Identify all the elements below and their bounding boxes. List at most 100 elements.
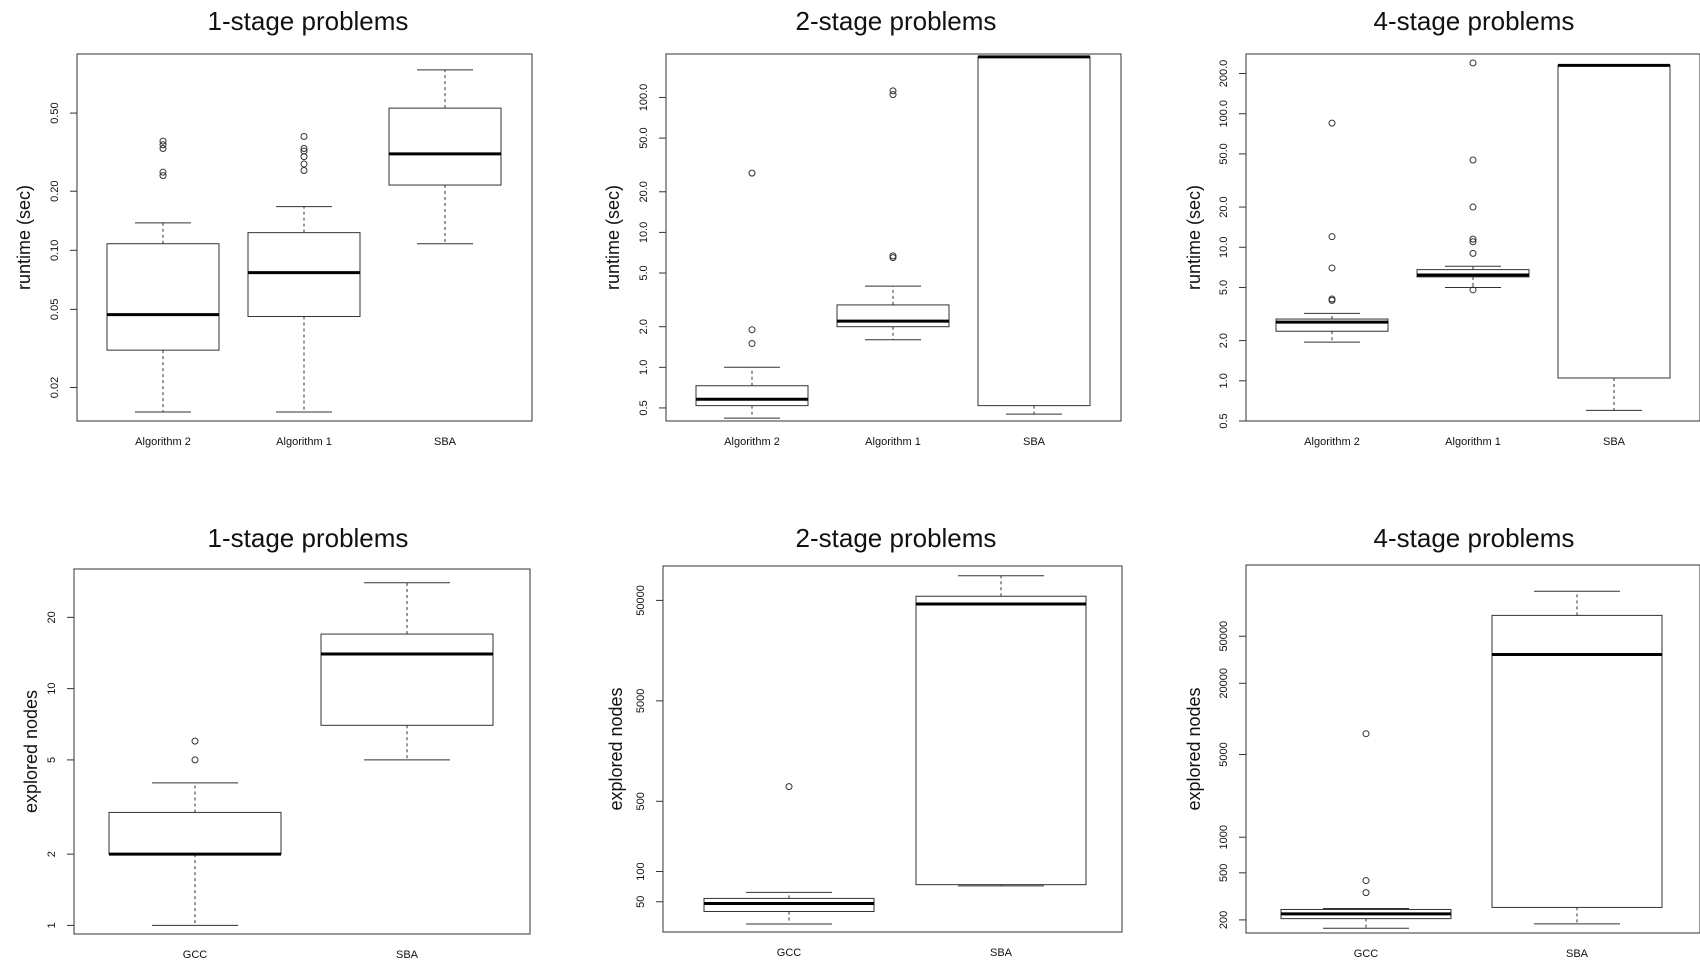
y-tick-label: 50.0 xyxy=(638,127,650,148)
outlier-point xyxy=(748,169,756,177)
y-tick-label: 20000 xyxy=(1218,668,1230,699)
x-tick-label: Algorithm 2 xyxy=(1304,436,1360,448)
y-axis-label: runtime (sec) xyxy=(1184,185,1204,290)
box-iqr xyxy=(247,232,361,317)
y-tick-label: 0.20 xyxy=(49,180,61,201)
y-tick-label: 500 xyxy=(1218,864,1230,882)
y-tick-label: 0.10 xyxy=(49,240,61,261)
panel-title: 4-stage problems xyxy=(1374,523,1575,553)
y-tick-label: 10.0 xyxy=(638,222,650,243)
y-tick-label: 100 xyxy=(635,862,647,880)
outlier-point xyxy=(159,141,167,149)
plot-frame xyxy=(73,568,531,935)
panel-title: 2-stage problems xyxy=(796,523,997,553)
outlier-point xyxy=(1469,156,1477,164)
box-algorithm-2 xyxy=(1275,119,1389,343)
y-tick-label: 50 xyxy=(635,896,647,908)
x-tick-label: SBA xyxy=(1566,948,1589,960)
box-iqr xyxy=(1491,614,1663,908)
plot-frame xyxy=(76,53,533,422)
outlier-point xyxy=(748,326,756,334)
box-iqr xyxy=(695,385,809,407)
x-tick-label: Algorithm 2 xyxy=(135,436,191,448)
box-iqr xyxy=(915,595,1087,886)
y-tick-label: 20 xyxy=(46,611,58,623)
box-algorithm-1 xyxy=(247,132,361,413)
y-tick-label: 100.0 xyxy=(638,84,650,112)
outlier-point xyxy=(300,147,308,155)
box-iqr xyxy=(108,811,282,855)
outlier-point xyxy=(1469,238,1477,246)
y-tick-label: 100.0 xyxy=(1218,100,1230,128)
panel-6: 4-stage problems explored nodes 200 500 1000… xyxy=(1184,523,1700,960)
box-iqr xyxy=(1557,64,1671,379)
plot-frame xyxy=(662,565,1123,933)
outlier-point xyxy=(1469,203,1477,211)
x-tick-label: SBA xyxy=(1603,436,1626,448)
outlier-point xyxy=(300,132,308,140)
outlier-point xyxy=(1328,233,1336,241)
outlier-point xyxy=(300,160,308,168)
panel-title: 4-stage problems xyxy=(1374,6,1575,36)
y-tick-label: 2.0 xyxy=(638,319,650,334)
y-tick-label: 5 xyxy=(46,757,58,763)
y-axis-label: explored nodes xyxy=(606,687,626,810)
outlier-point xyxy=(159,137,167,145)
x-tick-label: GCC xyxy=(1354,948,1379,960)
box-algorithm-2 xyxy=(695,169,809,419)
outlier-point xyxy=(1469,59,1477,67)
y-tick-label: 500 xyxy=(635,792,647,810)
x-tick-label: SBA xyxy=(990,947,1013,959)
outlier-point xyxy=(300,145,308,153)
x-tick-label: Algorithm 1 xyxy=(865,436,921,448)
y-tick-label: 20.0 xyxy=(638,181,650,202)
y-tick-label: 2.0 xyxy=(1218,333,1230,348)
y-tick-label: 5000 xyxy=(635,689,647,713)
y-tick-label: 0.5 xyxy=(638,400,650,415)
y-axis-label: runtime (sec) xyxy=(14,185,34,290)
y-tick-label: 20.0 xyxy=(1218,196,1230,217)
y-axis-label: runtime (sec) xyxy=(603,185,623,290)
box-algorithm-1 xyxy=(836,87,950,341)
y-axis-label: explored nodes xyxy=(1184,687,1204,810)
box-algorithm-2 xyxy=(106,137,220,413)
y-tick-label: 5000 xyxy=(1218,742,1230,766)
plot-frame xyxy=(665,53,1122,422)
box-sba xyxy=(977,55,1091,415)
y-tick-label: 200.0 xyxy=(1218,60,1230,88)
outlier-point xyxy=(1362,877,1370,885)
box-gcc xyxy=(108,737,282,926)
outlier-point xyxy=(1469,235,1477,243)
outlier-point xyxy=(748,340,756,348)
x-tick-label: Algorithm 2 xyxy=(724,436,780,448)
x-tick-label: Algorithm 1 xyxy=(1445,436,1501,448)
box-iqr xyxy=(836,304,950,328)
y-tick-label: 200 xyxy=(1218,911,1230,929)
y-tick-label: 0.02 xyxy=(49,377,61,398)
box-algorithm-1 xyxy=(1416,59,1530,294)
panel-title: 1-stage problems xyxy=(208,523,409,553)
y-tick-label: 1.0 xyxy=(638,360,650,375)
panel-4: 1-stage problems explored nodes 1 2 5 10 20 GCC… xyxy=(21,523,531,961)
y-tick-label: 10.0 xyxy=(1218,237,1230,258)
box-sba xyxy=(388,69,502,245)
outlier-point xyxy=(889,252,897,260)
outlier-point xyxy=(191,756,199,764)
box-sba xyxy=(1557,63,1671,411)
panel-5: 2-stage problems explored nodes 50 100 500 50… xyxy=(606,523,1123,959)
y-tick-label: 50000 xyxy=(1218,621,1230,652)
box-sba xyxy=(1491,590,1663,925)
box-gcc xyxy=(1280,730,1452,929)
y-axis-label: explored nodes xyxy=(21,690,41,813)
outlier-point xyxy=(159,145,167,153)
plot-frame xyxy=(1245,564,1700,934)
box-iqr xyxy=(977,56,1091,407)
x-tick-label: SBA xyxy=(434,436,457,448)
outlier-point xyxy=(159,168,167,176)
box-iqr xyxy=(106,243,220,351)
x-tick-label: GCC xyxy=(183,949,208,961)
outlier-point xyxy=(1469,249,1477,257)
box-iqr xyxy=(320,633,494,726)
outlier-point xyxy=(1328,119,1336,127)
